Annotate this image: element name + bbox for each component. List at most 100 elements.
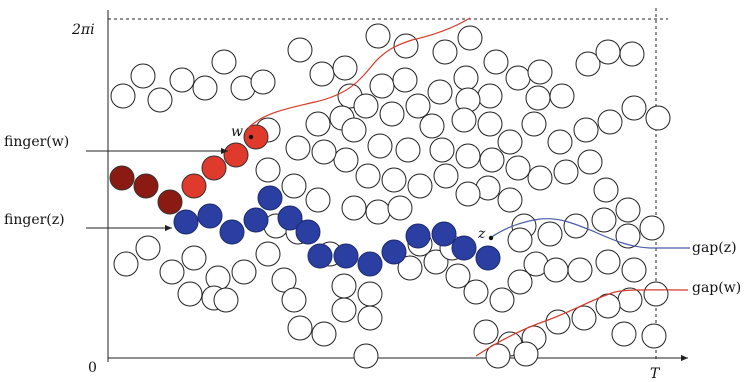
white-circle — [457, 25, 483, 51]
white-circle — [595, 249, 621, 275]
point-w-label: w — [231, 124, 243, 140]
white-circle — [287, 315, 313, 341]
white-circle — [573, 117, 599, 143]
white-circle — [505, 65, 531, 91]
white-circle — [463, 279, 489, 305]
white-circle — [281, 173, 307, 199]
white-circle — [113, 251, 139, 277]
white-circle — [355, 163, 381, 189]
white-circle — [645, 105, 671, 131]
white-circle — [621, 257, 647, 283]
finger-z-circle — [431, 221, 457, 247]
white-circle — [549, 83, 575, 109]
white-circle — [639, 215, 665, 241]
white-circle — [567, 257, 593, 283]
finger-w-chain — [109, 124, 269, 215]
white-circle — [489, 287, 515, 313]
white-circle — [309, 61, 335, 87]
white-circle — [369, 73, 395, 99]
point-w-dot — [248, 134, 254, 140]
white-circle — [423, 249, 449, 275]
white-circle — [455, 181, 481, 207]
white-circle — [331, 273, 357, 299]
white-circle — [433, 163, 459, 189]
white-circle — [643, 281, 669, 307]
white-circle — [507, 227, 533, 253]
point-z-dot — [488, 235, 494, 241]
white-circle — [287, 37, 313, 63]
white-circle — [379, 101, 405, 127]
white-circle — [513, 341, 539, 367]
finger-z-circle — [475, 245, 501, 271]
y-top-label: 2πi — [71, 22, 95, 38]
finger-w-circle — [223, 142, 249, 168]
white-circle — [397, 255, 423, 281]
point-z-label: z — [477, 226, 486, 242]
white-circle — [432, 39, 458, 65]
white-circle — [553, 159, 579, 185]
white-circle — [545, 309, 571, 335]
white-circle — [213, 287, 239, 313]
finger-w-circle — [181, 173, 207, 199]
white-circle — [563, 213, 589, 239]
finger-z-circle — [257, 185, 283, 211]
finger-w-circle — [201, 155, 227, 181]
finger-w-label: finger(w) — [4, 134, 69, 150]
white-circle — [525, 85, 551, 111]
finger-w-circle — [157, 189, 183, 215]
white-circle — [479, 147, 505, 173]
white-circle — [395, 137, 421, 163]
white-circle — [537, 221, 563, 247]
gap-z-curve — [489, 218, 690, 249]
white-circle — [547, 129, 573, 155]
white-circle — [615, 197, 641, 223]
white-circle — [419, 113, 445, 139]
finger-z-circle — [173, 209, 199, 235]
white-circle — [497, 129, 523, 155]
white-circle — [211, 49, 237, 75]
finger-z-circle — [451, 235, 477, 261]
white-circle — [341, 117, 367, 143]
finger-z-circle — [405, 223, 431, 249]
finger-z-circle — [219, 219, 245, 245]
finger-z-circle — [295, 219, 321, 245]
white-circle — [521, 111, 547, 137]
finger-z-circle — [381, 239, 407, 265]
white-circle — [387, 195, 413, 221]
white-circle — [497, 187, 523, 213]
white-circle — [332, 55, 358, 81]
finger-w-circle — [243, 124, 269, 150]
white-circle — [527, 165, 553, 191]
finger-z-circle — [357, 251, 383, 277]
white-circle — [477, 111, 503, 137]
finger-w-circle — [109, 165, 135, 191]
white-circle — [453, 65, 479, 91]
white-circle — [577, 149, 603, 175]
gap-z-label: gap(z) — [692, 240, 737, 256]
white-circle — [392, 67, 418, 93]
white-circle — [147, 87, 173, 113]
white-circle — [177, 281, 203, 307]
white-circle — [357, 305, 383, 331]
white-circle — [169, 67, 195, 93]
white-circle — [575, 51, 601, 77]
white-circle — [593, 177, 619, 203]
red-upper-curve — [247, 17, 471, 129]
white-circle — [597, 109, 623, 135]
white-circle — [621, 95, 647, 121]
white-circle — [507, 269, 533, 295]
finger-z-circle — [333, 243, 359, 269]
white-circle — [619, 41, 645, 67]
white-circle — [595, 39, 621, 65]
x-end-label: T — [650, 366, 661, 382]
finger-z-chain — [173, 185, 501, 277]
white-circle — [365, 23, 391, 49]
white-circle — [135, 235, 161, 261]
white-circle — [192, 75, 218, 101]
white-circle — [611, 321, 637, 347]
white-circle — [311, 321, 337, 347]
white-circle — [285, 135, 311, 161]
finger-z-circle — [243, 207, 269, 233]
white-circle — [641, 323, 667, 349]
